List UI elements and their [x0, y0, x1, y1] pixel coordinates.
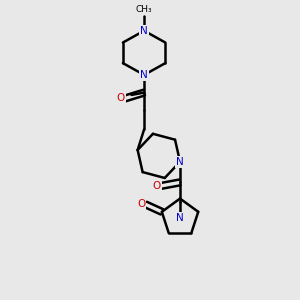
- Text: N: N: [176, 213, 184, 223]
- Text: O: O: [137, 200, 145, 209]
- Text: N: N: [140, 26, 148, 36]
- Text: O: O: [116, 94, 125, 103]
- Text: N: N: [176, 157, 184, 167]
- Text: O: O: [152, 181, 160, 191]
- Text: N: N: [140, 70, 148, 80]
- Text: CH₃: CH₃: [136, 5, 152, 14]
